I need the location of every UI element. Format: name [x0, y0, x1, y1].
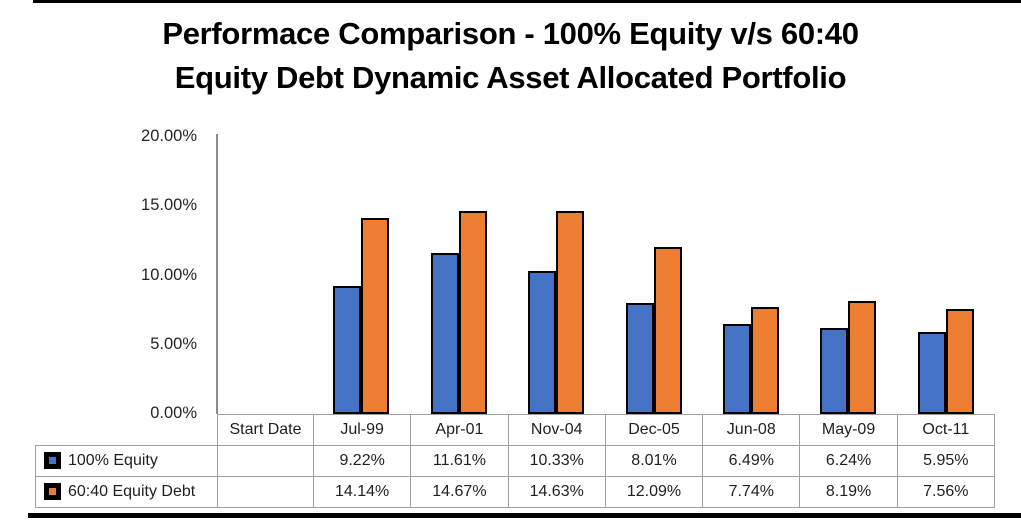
table-cell-60-40-equity-debt-jul-99: 14.14% [312, 476, 412, 508]
table-stub-cell [36, 415, 218, 446]
table-cell-60-40-equity-debt-jun-08: 7.74% [702, 476, 801, 508]
y-axis-tick-label-0-00: 0.00% [150, 404, 197, 422]
y-axis-tick-label-5-00: 5.00% [150, 334, 197, 353]
legend-key-icon-100-equity [44, 452, 61, 470]
table-cell-60-40-equity-debt-dec-05: 12.09% [604, 476, 704, 508]
legend-cell-100-equity[interactable]: 100% Equity [35, 445, 218, 477]
bar-100-equity-apr-01[interactable] [430, 253, 459, 414]
table-cell-100-equity-jul-99: 9.22% [312, 445, 412, 477]
table-cell-100-equity-apr-01: 11.61% [410, 445, 509, 477]
table-header-nov-04: Nov-04 [507, 414, 606, 446]
legend-label-60-40-equity-debt: 60:40 Equity Debt [68, 482, 196, 500]
table-header-oct-11: Oct-11 [896, 414, 996, 446]
y-axis-tick-label-20-00: 20.00% [141, 127, 197, 145]
chart-title-line1: Performace Comparison - 100% Equity v/s … [162, 16, 859, 51]
table-cell-100-equity-oct-11: 5.95% [896, 445, 996, 477]
table-header-may-09: May-09 [799, 414, 898, 446]
table-header-jul-99: Jul-99 [312, 414, 412, 446]
bar-60-40-equity-debt-may-09[interactable] [848, 301, 877, 414]
table-cell-100-equity-dec-05: 8.01% [604, 445, 704, 477]
bar-100-equity-jul-99[interactable] [333, 286, 362, 414]
data-table: Start Date Jul-99 Apr-01 Nov-04 Dec-05 Jun-08… [35, 414, 996, 508]
table-cell-60-40-equity-debt-may-09: 8.19% [799, 476, 898, 508]
table-cell-100-equity-nov-04: 10.33% [507, 445, 606, 477]
bottom-border-line [28, 513, 1021, 518]
table-header-dec-05: Dec-05 [604, 414, 704, 446]
table-cell-100-equity-start-date [217, 445, 314, 477]
bar-60-40-equity-debt-nov-04[interactable] [556, 211, 585, 414]
table-cell-60-40-equity-debt-oct-11: 7.56% [896, 476, 996, 508]
bar-60-40-equity-debt-dec-05[interactable] [653, 247, 682, 414]
table-header-jun-08: Jun-08 [702, 414, 801, 446]
y-axis-line [216, 134, 218, 414]
table-header-start-date: Start Date [217, 414, 314, 446]
legend-label-100-equity: 100% Equity [68, 451, 158, 469]
bar-60-40-equity-debt-jun-08[interactable] [751, 307, 780, 414]
legend-cell-60-40-equity-debt[interactable]: 60:40 Equity Debt [35, 476, 218, 508]
bar-100-equity-jun-08[interactable] [723, 324, 752, 414]
table-cell-100-equity-may-09: 6.24% [799, 445, 898, 477]
y-axis-tick-label-15-00: 15.00% [141, 196, 197, 215]
bar-100-equity-may-09[interactable] [820, 328, 849, 414]
bar-60-40-equity-debt-oct-11[interactable] [945, 309, 974, 414]
y-axis-tick-label-10-00: 10.00% [141, 265, 197, 284]
bar-60-40-equity-debt-apr-01[interactable] [458, 211, 487, 414]
legend-key-icon-60-40-equity-debt [44, 483, 61, 501]
table-header-apr-01: Apr-01 [410, 414, 509, 446]
chart-title: Performace Comparison - 100% Equity v/s … [0, 12, 1021, 100]
bar-100-equity-dec-05[interactable] [625, 303, 654, 414]
table-cell-60-40-equity-debt-nov-04: 14.63% [507, 476, 606, 508]
chart-title-line2: Equity Debt Dynamic Asset Allocated Port… [174, 60, 847, 95]
table-cell-100-equity-jun-08: 6.49% [702, 445, 801, 477]
table-cell-60-40-equity-debt-apr-01: 14.67% [410, 476, 509, 508]
bar-100-equity-nov-04[interactable] [528, 271, 557, 414]
bar-100-equity-oct-11[interactable] [917, 332, 946, 414]
bar-60-40-equity-debt-jul-99[interactable] [361, 218, 390, 414]
top-border-line [33, 0, 1021, 3]
table-cell-60-40-equity-debt-start-date [217, 476, 314, 508]
